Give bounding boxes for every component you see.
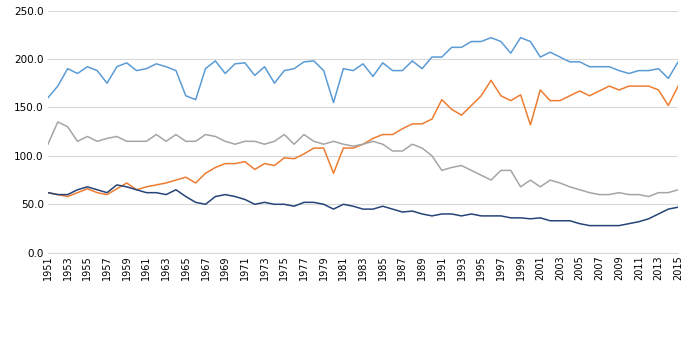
Wheat xyxy=(241,160,249,164)
Rice xyxy=(487,35,495,40)
Rice xyxy=(310,59,318,63)
Wheat xyxy=(44,191,52,195)
Rice xyxy=(605,65,613,69)
Pulses xyxy=(586,224,594,228)
Coarse grains xyxy=(645,194,653,199)
Wheat xyxy=(605,84,613,88)
Rice xyxy=(44,95,52,100)
Pulses xyxy=(319,202,327,206)
Rice xyxy=(654,67,662,71)
Wheat xyxy=(319,146,327,150)
Wheat xyxy=(64,194,72,199)
Coarse grains xyxy=(241,139,249,144)
Line: Coarse grains: Coarse grains xyxy=(48,122,678,197)
Rice xyxy=(329,100,338,105)
Line: Wheat: Wheat xyxy=(48,80,678,197)
Wheat xyxy=(487,78,495,82)
Coarse grains xyxy=(674,188,682,192)
Coarse grains xyxy=(53,120,62,124)
Line: Rice: Rice xyxy=(48,38,678,102)
Rice xyxy=(231,62,239,66)
Coarse grains xyxy=(654,191,662,195)
Coarse grains xyxy=(379,142,387,146)
Wheat xyxy=(201,171,210,176)
Coarse grains xyxy=(595,192,603,197)
Pulses xyxy=(44,191,52,195)
Line: Pulses: Pulses xyxy=(48,185,678,226)
Wheat xyxy=(654,88,662,92)
Pulses xyxy=(605,224,613,228)
Wheat xyxy=(379,132,387,137)
Rice xyxy=(674,60,682,64)
Pulses xyxy=(201,202,210,206)
Coarse grains xyxy=(201,132,210,137)
Pulses xyxy=(379,204,387,208)
Pulses xyxy=(654,212,662,216)
Coarse grains xyxy=(44,142,52,146)
Wheat xyxy=(674,84,682,88)
Pulses xyxy=(113,183,121,187)
Coarse grains xyxy=(319,142,327,146)
Pulses xyxy=(241,197,249,201)
Pulses xyxy=(674,205,682,209)
Rice xyxy=(192,98,200,102)
Rice xyxy=(379,61,387,65)
